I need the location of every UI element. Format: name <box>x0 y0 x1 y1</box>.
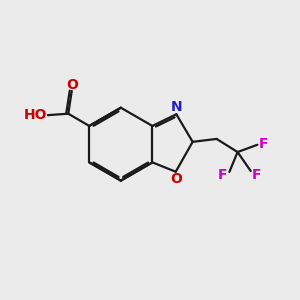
Text: F: F <box>218 168 228 182</box>
Text: F: F <box>259 136 268 151</box>
Text: F: F <box>252 167 261 182</box>
Text: O: O <box>67 78 79 92</box>
Text: N: N <box>171 100 183 114</box>
Text: O: O <box>170 172 182 186</box>
Text: HO: HO <box>24 108 47 122</box>
